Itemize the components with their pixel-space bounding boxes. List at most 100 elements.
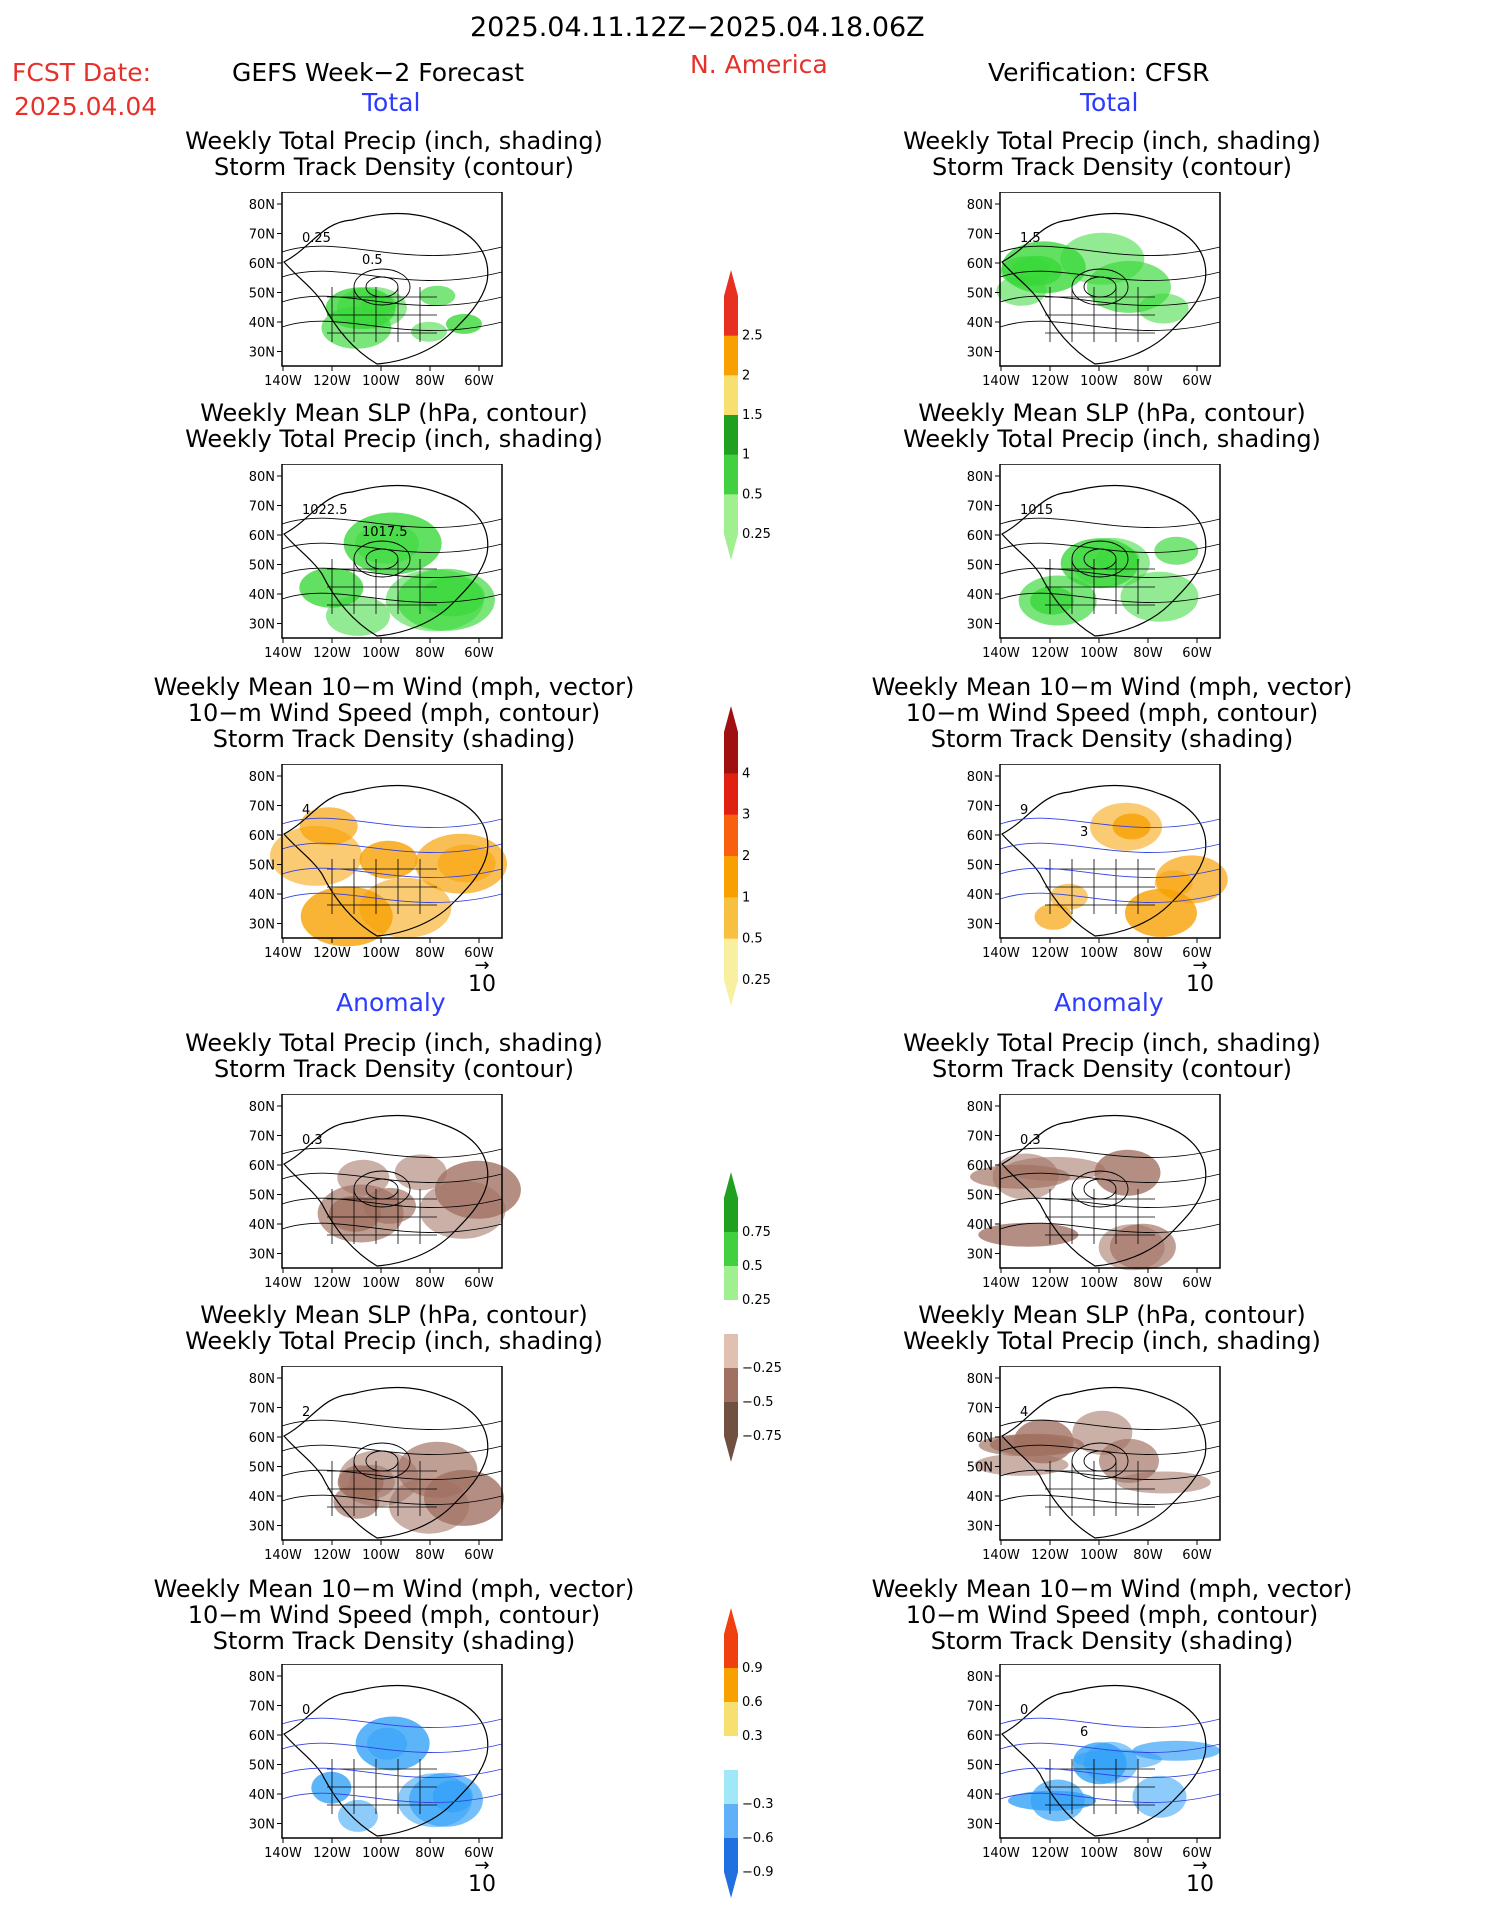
fcst-anom-precip-map: 0.3 80N 70N 60N 50N 40N 30N 140W 120W 100W 80W 60W xyxy=(249,1094,521,1291)
std-anom-label: 0.3 xyxy=(742,1729,763,1744)
obs-total-slp-title-line: Weekly Total Precip (inch, shading) xyxy=(903,425,1321,453)
precip-anom-swatch xyxy=(724,1232,738,1267)
fcst-total-slp-lat-label: 60N xyxy=(249,529,275,544)
fcst-anom-precip-lon-label: 100W xyxy=(362,1276,400,1291)
precip-total-bottom-tip xyxy=(724,534,738,560)
obs-anom-wind-lon-label: 120W xyxy=(1031,1846,1069,1861)
fcst-anom-wind-vector-ref: → 10 xyxy=(462,1857,502,1898)
obs-total-wind-lat-label: 30N xyxy=(967,918,993,933)
fcst-total-precip-lat-label: 30N xyxy=(249,346,275,361)
precip-anom-label: 0.5 xyxy=(742,1259,763,1274)
obs-total-slp-lon-label: 80W xyxy=(1133,646,1163,661)
fcst-total-precip-contour-label: 0.5 xyxy=(362,253,383,268)
fcst-total-wind-title: Weekly Mean 10−m Wind (mph, vector) 10−m … xyxy=(94,674,694,752)
obs-total-wind-title-line: Weekly Mean 10−m Wind (mph, vector) xyxy=(871,673,1353,701)
fcst-date-value: 2025.04.04 xyxy=(14,92,158,121)
fcst-total-wind-lon-label: 80W xyxy=(415,946,445,961)
obs-anom-wind-lon-label: 140W xyxy=(982,1846,1020,1861)
obs-total-slp-lat-label: 70N xyxy=(967,500,993,515)
fcst-anom-wind-lon-label: 100W xyxy=(362,1846,400,1861)
std-total-top-tip xyxy=(724,706,738,732)
obs-anom-precip-lon-label: 60W xyxy=(1182,1276,1212,1291)
obs-anom-precip-map: 0.3 80N 70N 60N 50N 40N 30N 140W 120W 100W 80W 60W xyxy=(967,1094,1221,1291)
fcst-anom-wind-contours xyxy=(281,1717,503,1803)
std-anom-label: 0.6 xyxy=(742,1695,763,1710)
vector-arrow-icon: → xyxy=(1192,1855,1208,1876)
fcst-total-wind-lat-label: 30N xyxy=(249,918,275,933)
precip-anom-label: 0.25 xyxy=(742,1293,771,1308)
obs-total-slp-contours xyxy=(999,517,1221,603)
fcst-anom-precip-lon-label: 80W xyxy=(415,1276,445,1291)
fcst-total-slp-title-line: Weekly Mean SLP (hPa, contour) xyxy=(200,399,588,427)
fcst-total-slp-lon-label: 60W xyxy=(464,646,494,661)
obs-anom-wind-lat-label: 60N xyxy=(967,1729,993,1744)
period-title: 2025.04.11.12Z−2025.04.18.06Z xyxy=(470,12,925,43)
obs-total-slp-borders xyxy=(1045,559,1155,614)
precip-total-label: 2 xyxy=(742,368,750,383)
obs-anom-precip-contour-label: 0.3 xyxy=(1020,1133,1041,1148)
obs-total-slp-lat-label: 60N xyxy=(967,529,993,544)
obs-anom-wind-frame xyxy=(999,1664,1221,1839)
precip-total-swatch xyxy=(724,415,738,456)
std-total-swatch xyxy=(724,938,738,981)
fcst-total-wind-lon-label: 60W xyxy=(464,946,494,961)
obs-anom-precip-lon-label: 100W xyxy=(1080,1276,1118,1291)
section-total-right: Total xyxy=(1080,88,1139,117)
obs-total-precip-title-line: Weekly Total Precip (inch, shading) xyxy=(903,127,1321,155)
fcst-anom-precip-lat-label: 30N xyxy=(249,1248,275,1263)
obs-total-wind-contour-label: 9 xyxy=(1020,803,1028,818)
obs-anom-wind-lat-label: 70N xyxy=(967,1700,993,1715)
fcst-anom-slp-contours xyxy=(281,1419,503,1505)
obs-anom-precip-lon-label: 80W xyxy=(1133,1276,1163,1291)
obs-anom-wind-title-line: 10−m Wind Speed (mph, contour) xyxy=(905,1601,1319,1629)
fcst-total-slp-lat-label: 70N xyxy=(249,500,275,515)
obs-anom-precip-title: Weekly Total Precip (inch, shading) Storm… xyxy=(812,1030,1412,1082)
obs-total-slp-frame xyxy=(999,464,1221,639)
std-total-colorbar: 4 3 2 1 0.5 0.25 xyxy=(724,706,771,1006)
obs-total-precip-title: Weekly Total Precip (inch, shading) Storm… xyxy=(812,128,1412,180)
fcst-total-slp-lat-label: 30N xyxy=(249,618,275,633)
obs-total-slp-lat-label: 50N xyxy=(967,559,993,574)
precip-total-label: 1 xyxy=(742,448,750,463)
fcst-anom-wind-title-line: Storm Track Density (shading) xyxy=(212,1627,576,1655)
obs-anom-slp-title-line: Weekly Mean SLP (hPa, contour) xyxy=(918,1301,1306,1329)
std-anom-swatch xyxy=(724,1770,738,1805)
fcst-total-wind-lat-label: 40N xyxy=(249,888,275,903)
fcst-total-slp-frame xyxy=(281,464,503,639)
obs-total-wind-lon-label: 140W xyxy=(982,946,1020,961)
std-anom-swatch xyxy=(724,1804,738,1839)
fcst-total-wind-lat-label: 80N xyxy=(249,770,275,785)
precip-total-label: 1.5 xyxy=(742,408,763,423)
fcst-total-slp-title: Weekly Mean SLP (hPa, contour) Weekly Tot… xyxy=(94,400,694,452)
fcst-total-slp-contour-label: 1017.5 xyxy=(362,525,408,540)
precip-anom-swatch xyxy=(724,1300,738,1335)
fcst-anom-slp-contour-label: 2 xyxy=(302,1405,310,1420)
precip-total-swatch xyxy=(724,335,738,376)
std-anom-colorbar: 0.9 0.6 0.3 −0.3 −0.6 −0.9 xyxy=(724,1608,774,1898)
fcst-total-precip-contours xyxy=(281,245,503,331)
std-anom-label: −0.6 xyxy=(742,1831,774,1846)
std-anom-swatch xyxy=(724,1838,738,1873)
obs-anom-wind-lat-label: 50N xyxy=(967,1759,993,1774)
obs-total-wind-title-line: Storm Track Density (shading) xyxy=(930,725,1294,753)
fcst-total-slp-lat-label: 80N xyxy=(249,470,275,485)
fcst-total-wind-vector-ref: → 10 xyxy=(462,957,502,998)
obs-anom-slp-lat-label: 70N xyxy=(967,1402,993,1417)
obs-anom-slp-frame xyxy=(999,1366,1221,1541)
precip-anom-swatch xyxy=(724,1402,738,1437)
fcst-anom-slp-title: Weekly Mean SLP (hPa, contour) Weekly Tot… xyxy=(94,1302,694,1354)
precip-total-swatch xyxy=(724,494,738,535)
fcst-anom-precip-lat-label: 80N xyxy=(249,1100,275,1115)
fcst-anom-precip-lat-label: 70N xyxy=(249,1130,275,1145)
fcst-total-precip-lat-label: 70N xyxy=(249,228,275,243)
obs-anom-wind-lat-label: 80N xyxy=(967,1670,993,1685)
obs-total-wind-lat-label: 70N xyxy=(967,800,993,815)
obs-anom-slp-lat-label: 40N xyxy=(967,1490,993,1505)
fcst-total-precip-lat-label: 80N xyxy=(249,198,275,213)
fcst-anom-slp-lon-label: 100W xyxy=(362,1548,400,1563)
section-total-left: Total xyxy=(362,88,421,117)
obs-total-precip-lat-label: 30N xyxy=(967,346,993,361)
fcst-anom-precip-title-line: Weekly Total Precip (inch, shading) xyxy=(185,1029,603,1057)
obs-anom-precip-frame xyxy=(999,1094,1221,1269)
fcst-anom-wind-lat-label: 70N xyxy=(249,1700,275,1715)
